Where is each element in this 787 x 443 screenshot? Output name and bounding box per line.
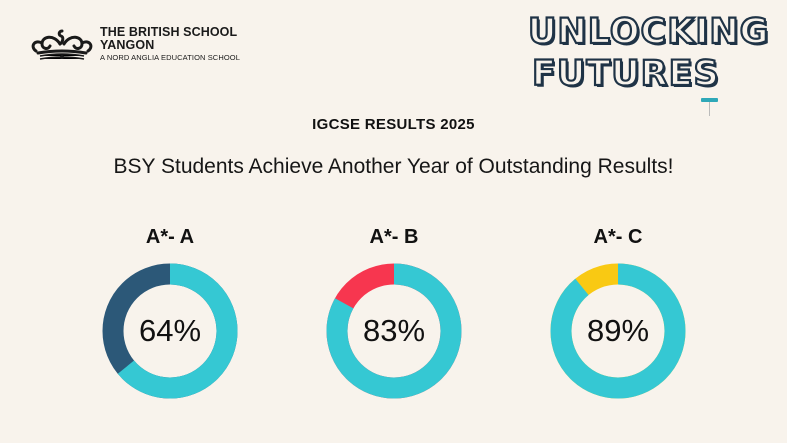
page-subtitle: BSY Students Achieve Another Year of Out… <box>113 155 674 178</box>
logo-school-name: THE BRITISH SCHOOL <box>100 25 238 39</box>
donut-label: A*- A <box>145 226 195 248</box>
logo-tagline: A NORD ANGLIA EDUCATION SCHOOL <box>100 53 240 62</box>
page-title: IGCSE RESULTS 2025 <box>312 116 475 133</box>
donut-value: 64% <box>138 313 202 348</box>
donut-chart-a-star-a: A*- A 64% <box>95 225 245 399</box>
donut-chart-a-star-c: A*- C 89% <box>543 225 693 399</box>
logo-school-city: YANGON <box>100 38 155 52</box>
donut-label: A*- B <box>369 226 419 248</box>
brand-underline-bar <box>701 98 718 102</box>
donut-ring <box>550 263 686 399</box>
arrow-up-icon <box>709 102 710 116</box>
school-crest-icon <box>31 29 93 60</box>
donut-value: 83% <box>362 313 426 348</box>
brand-word-futures: FUTURES <box>531 53 720 95</box>
donut-ring <box>326 263 462 399</box>
brand-word-unlocking: UNLOCKING <box>527 11 770 53</box>
donut-value: 89% <box>586 313 650 348</box>
donut-label: A*- C <box>593 226 643 248</box>
unlocking-futures-logo: UNLOCKING FUTURES <box>527 11 778 116</box>
donut-ring <box>102 263 238 399</box>
donut-chart-a-star-b: A*- B 83% <box>319 225 469 399</box>
school-logo: THE BRITISH SCHOOL YANGON A NORD ANGLIA … <box>30 26 240 64</box>
